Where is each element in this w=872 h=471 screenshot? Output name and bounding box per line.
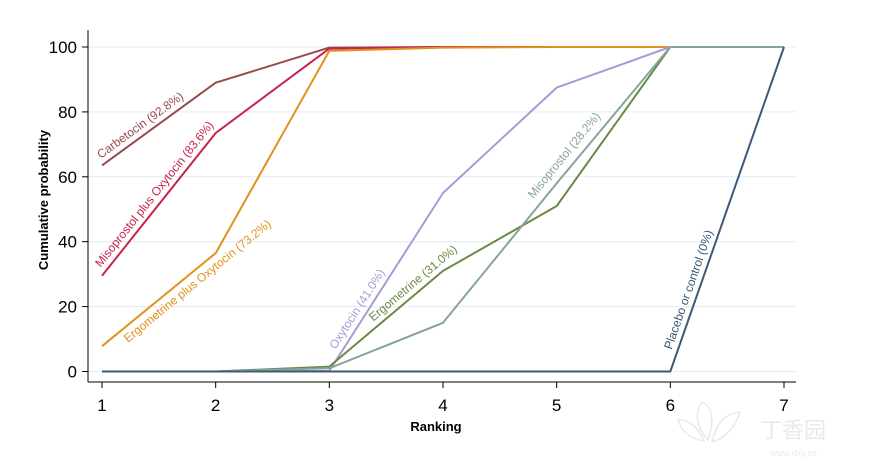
x-tick-label-7: 7 bbox=[779, 396, 788, 415]
y-tick-label-60: 60 bbox=[58, 168, 77, 187]
y-ticks: 0 20 40 60 80 100 bbox=[49, 38, 88, 382]
x-tick-label-6: 6 bbox=[666, 396, 675, 415]
x-tick-label-1: 1 bbox=[97, 396, 106, 415]
y-tick-label-20: 20 bbox=[58, 298, 77, 317]
x-tick-label-3: 3 bbox=[325, 396, 334, 415]
watermark-url: www.dxy.cn bbox=[769, 448, 817, 458]
watermark-leaf-icon bbox=[677, 401, 742, 444]
x-tick-label-4: 4 bbox=[438, 396, 447, 415]
y-tick-label-40: 40 bbox=[58, 233, 77, 252]
x-ticks: 1 2 3 4 5 6 7 bbox=[97, 382, 789, 415]
x-tick-label-5: 5 bbox=[552, 396, 561, 415]
y-tick-label-80: 80 bbox=[58, 103, 77, 122]
x-tick-label-2: 2 bbox=[211, 396, 220, 415]
series-lines bbox=[101, 46, 785, 373]
y-tick-label-0: 0 bbox=[68, 363, 77, 382]
watermark-brand: 丁香园 bbox=[760, 418, 826, 443]
y-axis-title: Cumulative probability bbox=[36, 129, 51, 270]
y-tick-label-100: 100 bbox=[49, 38, 77, 57]
axes bbox=[87, 30, 796, 383]
series-line-6 bbox=[102, 46, 785, 373]
watermark: 丁香园 www.dxy.cn bbox=[677, 401, 826, 458]
x-axis-title: Ranking bbox=[410, 419, 461, 434]
plot-background bbox=[88, 30, 796, 382]
